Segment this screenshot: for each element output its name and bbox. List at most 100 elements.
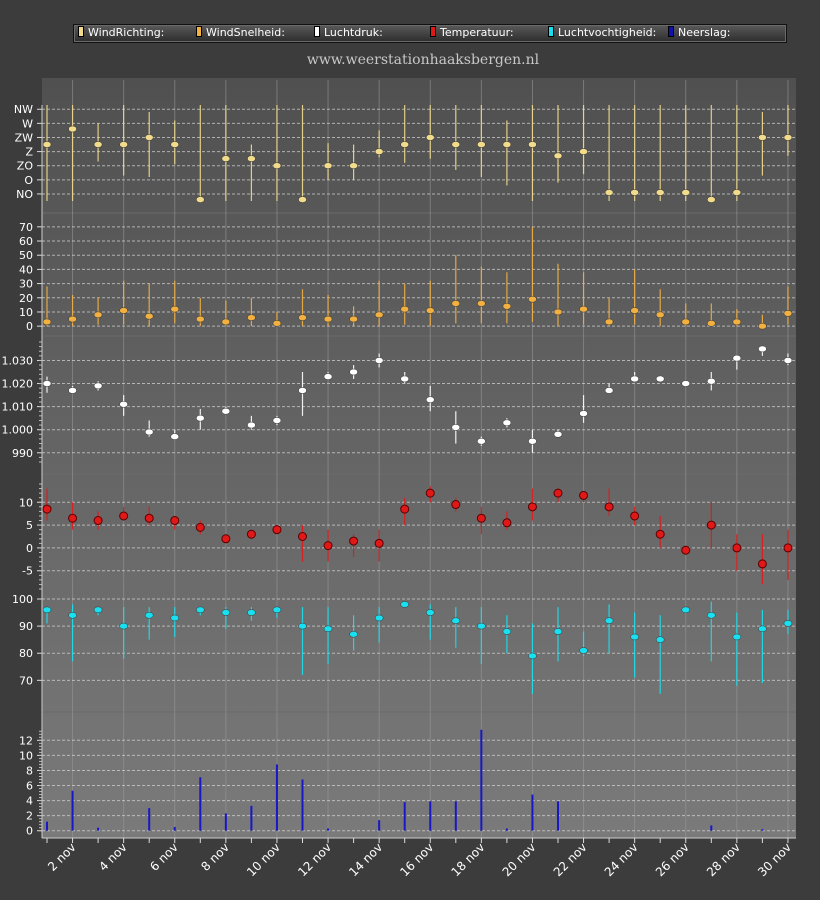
x-tick-label: 24 nov	[602, 840, 641, 879]
data-point	[604, 318, 614, 326]
data-point	[68, 513, 78, 523]
legend-item: Luchtvochtigheid:	[548, 26, 656, 39]
x-tick-label: 2 nov	[45, 840, 79, 874]
data-point	[502, 419, 512, 427]
y-tick-label: NW	[14, 103, 33, 116]
y-tick-label: 1.020	[2, 378, 34, 391]
precipitation-bar	[275, 764, 278, 831]
y-tick-label: 6	[26, 780, 33, 793]
data-point	[502, 303, 512, 310]
x-tick-label: 18 nov	[448, 840, 487, 879]
data-point	[196, 606, 205, 614]
y-tick-label: NO	[16, 188, 33, 201]
precipitation-bar	[403, 802, 406, 831]
data-point	[707, 196, 716, 203]
data-point	[655, 636, 665, 643]
data-point	[119, 141, 128, 148]
legend-label: WindRichting:	[88, 26, 165, 39]
data-point	[426, 307, 435, 314]
data-point	[528, 652, 537, 660]
data-point	[349, 315, 358, 323]
data-point	[426, 134, 435, 141]
legend-swatch	[78, 26, 84, 37]
data-point	[477, 141, 486, 148]
data-point	[681, 318, 690, 326]
data-point	[221, 609, 231, 616]
data-point	[42, 141, 52, 148]
data-point	[170, 516, 180, 526]
data-point	[630, 375, 639, 383]
data-point	[170, 433, 179, 440]
data-point	[272, 162, 282, 169]
precipitation-bar	[505, 828, 508, 831]
data-point	[476, 513, 486, 523]
data-point	[93, 311, 103, 319]
data-point	[451, 617, 461, 624]
data-point	[221, 318, 231, 326]
precipitation-bar	[71, 790, 74, 831]
y-tick-label: 1.010	[2, 401, 34, 414]
plot-background	[42, 78, 796, 838]
x-tick-label: 4 nov	[96, 840, 130, 874]
data-point	[553, 488, 563, 498]
data-point	[502, 141, 512, 148]
x-tick-label: 14 nov	[346, 840, 385, 879]
data-point	[196, 196, 205, 203]
legend-swatch	[430, 26, 436, 37]
y-tick-label: 50	[19, 249, 33, 262]
data-point	[502, 518, 512, 528]
y-tick-label: 8	[26, 764, 33, 777]
data-point	[247, 314, 256, 321]
precipitation-bar	[327, 828, 330, 831]
precipitation-bar	[429, 801, 432, 831]
data-point	[374, 357, 384, 364]
data-point	[247, 421, 256, 429]
y-tick-label: 30	[19, 278, 33, 291]
data-point	[272, 606, 282, 614]
y-tick-label: 70	[19, 674, 33, 687]
data-point	[707, 612, 716, 619]
data-point	[93, 141, 103, 148]
data-point	[221, 534, 231, 544]
data-point	[758, 134, 767, 141]
data-point	[655, 529, 665, 539]
y-tick-label: 90	[19, 620, 33, 633]
precipitation-bar	[173, 826, 176, 831]
y-tick-label: 60	[19, 235, 33, 248]
data-point	[42, 318, 52, 326]
data-point	[553, 152, 563, 160]
data-point	[196, 414, 205, 422]
legend-item: Temperatuur:	[430, 26, 514, 39]
data-point	[298, 532, 307, 541]
data-point	[374, 538, 384, 548]
y-tick-label: 0	[26, 825, 33, 838]
legend-label: Luchtvochtigheid:	[558, 26, 657, 39]
data-point	[144, 312, 154, 320]
data-point	[349, 536, 359, 546]
data-point	[451, 500, 461, 510]
data-point	[579, 490, 589, 500]
data-point	[298, 196, 307, 203]
x-tick-label: 22 nov	[551, 840, 590, 879]
data-point	[170, 141, 179, 148]
data-point	[170, 305, 179, 313]
data-point	[758, 322, 767, 330]
y-tick-label: 80	[19, 647, 33, 660]
data-point	[349, 368, 358, 376]
x-tick-label: 26 nov	[653, 840, 692, 879]
legend-swatch	[548, 26, 554, 37]
data-point	[604, 617, 614, 624]
data-point	[681, 545, 691, 555]
data-point	[707, 320, 716, 327]
precipitation-bar	[710, 825, 713, 831]
y-tick-label: O	[24, 174, 33, 187]
x-tick-label: 8 nov	[198, 840, 232, 874]
data-point	[528, 141, 537, 148]
data-point	[221, 155, 231, 162]
data-point	[451, 141, 461, 148]
data-point	[528, 295, 537, 303]
x-tick-label: 10 nov	[244, 840, 283, 879]
data-point	[426, 609, 435, 616]
data-point	[42, 380, 52, 387]
legend-swatch	[314, 26, 320, 37]
